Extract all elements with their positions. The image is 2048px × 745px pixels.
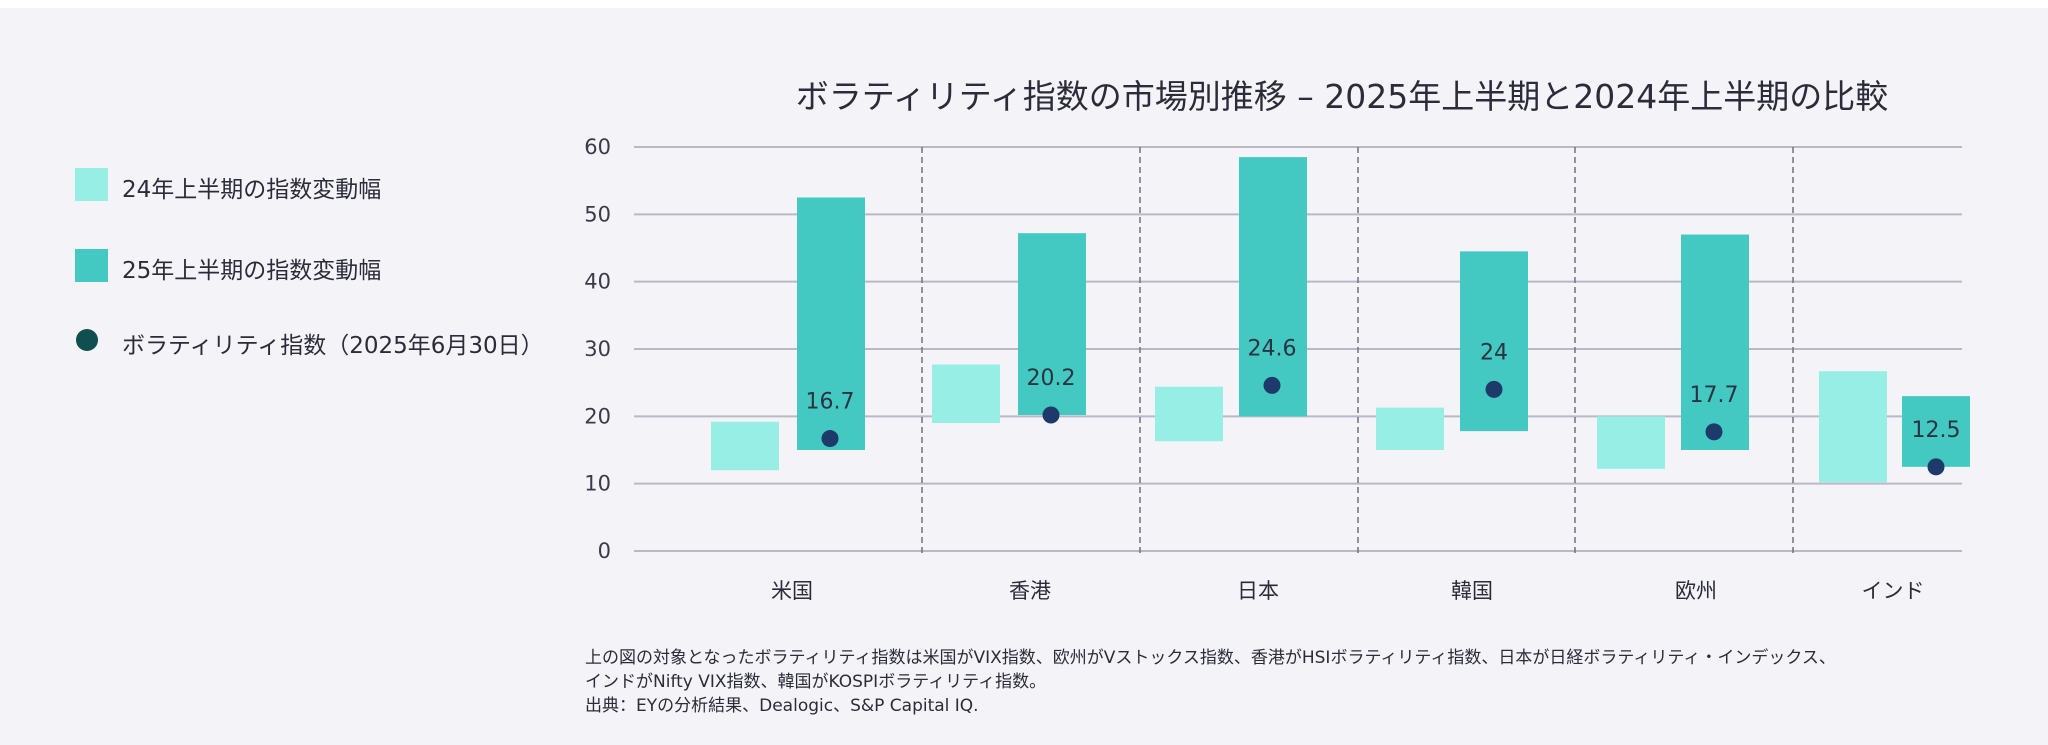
bar-2024-0 xyxy=(711,421,779,471)
bar-2024-1 xyxy=(932,364,1000,424)
category-label-2: 日本 xyxy=(1237,579,1279,603)
footnote-line-3: 出典：EYの分析結果、Dealogic、S&P Capital IQ. xyxy=(585,696,979,716)
bar-2024-4 xyxy=(1597,416,1665,469)
footnote-line-2: インドがNifty VIX指数、韓国がKOSPIボラティリティ指数。 xyxy=(585,672,1047,692)
legend-item-volatility-index: ボラティリティ指数（2025年6月30日） xyxy=(75,316,595,359)
y-tick-label: 10 xyxy=(584,472,611,496)
points: 16.7 20.2 24.6 24 17.7 12.5 xyxy=(806,336,1961,476)
legend-swatch-2025 xyxy=(75,249,108,282)
legend-label-2025: 25年上半期の指数変動幅 xyxy=(122,258,382,284)
data-label-4: 17.7 xyxy=(1690,383,1739,408)
legend-label-index: ボラティリティ指数（2025年6月30日） xyxy=(122,333,544,359)
bar-2025-2 xyxy=(1239,157,1307,417)
bar-2025-5 xyxy=(1902,396,1970,467)
bars xyxy=(711,157,1970,483)
category-label-1: 香港 xyxy=(1009,579,1051,603)
data-label-1: 20.2 xyxy=(1027,366,1076,391)
x-axis: 米国 香港 日本 韓国 欧州 インド xyxy=(771,579,1925,603)
y-tick-label: 30 xyxy=(584,337,611,361)
data-label-3: 24 xyxy=(1480,340,1508,365)
y-tick-label: 20 xyxy=(584,404,611,428)
y-tick-label: 60 xyxy=(584,135,611,159)
bar-2024-5 xyxy=(1819,371,1887,483)
legend-item-2024-range: 24年上半期の指数変動幅 xyxy=(75,160,595,203)
y-axis: 0 10 20 30 40 50 60 xyxy=(584,135,611,563)
data-label-2: 24.6 xyxy=(1248,336,1297,361)
chart-title: ボラティリティ指数の市場別推移 – 2025年上半期と2024年上半期の比較 xyxy=(796,77,1888,116)
bar-2024-3 xyxy=(1376,407,1444,450)
point-3 xyxy=(1485,380,1503,398)
point-4 xyxy=(1705,423,1723,441)
y-tick-label: 50 xyxy=(584,202,611,226)
bar-2025-0 xyxy=(797,197,865,450)
legend-label-2024: 24年上半期の指数変動幅 xyxy=(122,177,382,203)
legend-dot-icon xyxy=(76,329,98,351)
point-1 xyxy=(1042,406,1060,424)
legend-item-2025-range: 25年上半期の指数変動幅 xyxy=(75,241,595,284)
point-5 xyxy=(1927,458,1945,476)
category-label-0: 米国 xyxy=(771,579,813,603)
y-tick-label: 0 xyxy=(598,539,611,563)
category-dividers xyxy=(921,147,1794,555)
y-tick-label: 40 xyxy=(584,270,611,294)
category-label-4: 欧州 xyxy=(1675,579,1717,603)
data-label-5: 12.5 xyxy=(1912,418,1961,443)
point-2 xyxy=(1263,376,1281,394)
bar-2025-1 xyxy=(1018,233,1086,415)
category-label-3: 韓国 xyxy=(1451,579,1493,603)
bar-2024-2 xyxy=(1155,386,1223,442)
point-0 xyxy=(821,430,839,448)
bar-2025-4 xyxy=(1681,234,1749,450)
footnote: 上の図の対象となったボラティリティ指数は米国がVIX指数、欧州がVストックス指数… xyxy=(585,646,2005,718)
category-label-5: インド xyxy=(1862,579,1925,603)
chart: ボラティリティ指数の市場別推移 – 2025年上半期と2024年上半期の比較 0… xyxy=(584,77,1970,603)
legend-swatch-2024 xyxy=(75,168,108,201)
data-label-0: 16.7 xyxy=(806,390,855,415)
bar-2025-3 xyxy=(1460,251,1528,432)
footnote-line-1: 上の図の対象となったボラティリティ指数は米国がVIX指数、欧州がVストックス指数… xyxy=(585,648,1836,668)
